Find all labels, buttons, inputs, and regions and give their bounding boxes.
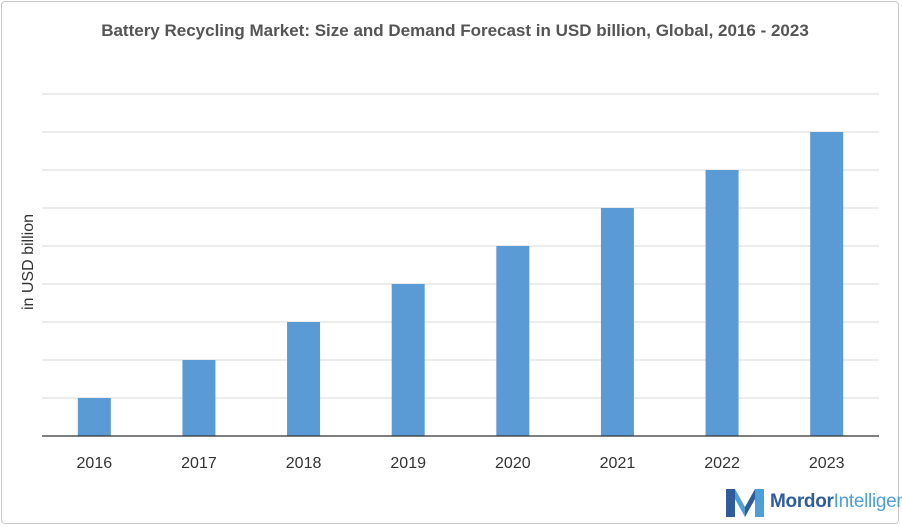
mordor-intelligence-logo-icon: [726, 489, 764, 517]
x-tick-label-2022: 2022: [704, 455, 740, 472]
mordor-intelligence-logo: MordorIntelligence: [726, 485, 902, 519]
bar-2023: [810, 132, 844, 436]
x-tick-label-2020: 2020: [495, 455, 531, 472]
x-tick-label-2016: 2016: [77, 455, 113, 472]
bar-2021: [600, 208, 634, 436]
x-tick-label-2019: 2019: [390, 455, 426, 472]
chart-title: Battery Recycling Market: Size and Deman…: [101, 21, 809, 40]
bar-2022: [705, 170, 739, 436]
bar-2020: [496, 246, 530, 436]
x-tick-labels: 2016 2017 2018 2019 2020 2021 2022 2023: [77, 455, 845, 472]
bar-2016: [77, 398, 111, 436]
gridlines: [42, 93, 879, 399]
bar-2018: [287, 322, 321, 436]
bars: [77, 132, 844, 436]
bar-2019: [391, 284, 425, 436]
x-tick-label-2017: 2017: [181, 455, 217, 472]
x-tick-label-2023: 2023: [809, 455, 845, 472]
x-tick-label-2018: 2018: [286, 455, 322, 472]
y-axis-label: in USD billion: [20, 214, 37, 310]
logo-text: MordorIntelligence: [770, 491, 902, 512]
bar-2017: [182, 360, 216, 436]
x-tick-label-2021: 2021: [600, 455, 636, 472]
